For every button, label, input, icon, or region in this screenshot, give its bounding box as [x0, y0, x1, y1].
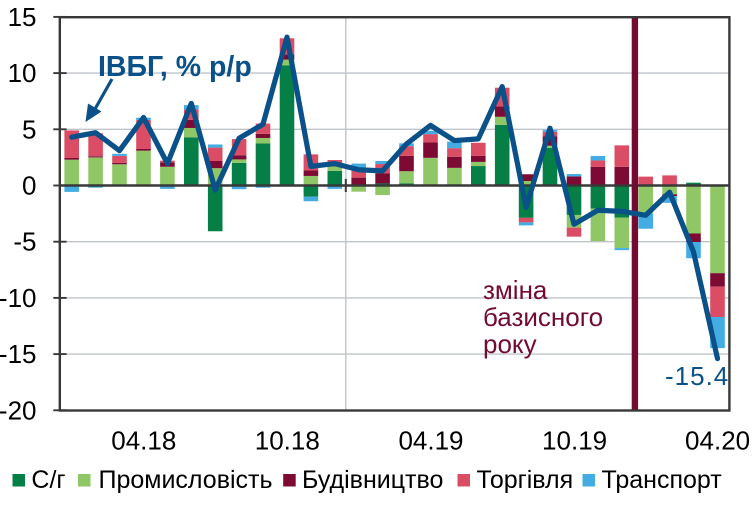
- svg-text:зміна: зміна: [483, 275, 548, 305]
- svg-text:базисного: базисного: [483, 302, 603, 332]
- svg-text:0: 0: [22, 171, 36, 201]
- svg-text:10.19: 10.19: [542, 426, 607, 456]
- svg-text:Промисловість: Промисловість: [99, 466, 273, 494]
- svg-text:С/г: С/г: [31, 466, 65, 494]
- svg-text:-10: -10: [0, 283, 37, 313]
- svg-text:Транспорт: Транспорт: [602, 466, 723, 494]
- svg-text:-15.4: -15.4: [665, 361, 729, 391]
- svg-text:5: 5: [22, 114, 36, 144]
- svg-text:15: 15: [8, 2, 37, 32]
- svg-text:року: року: [483, 329, 537, 359]
- svg-text:-5: -5: [13, 227, 36, 257]
- svg-text:ІВБГ, % р/р: ІВБГ, % р/р: [98, 51, 252, 83]
- svg-text:-15: -15: [0, 339, 37, 369]
- svg-text:Торгівля: Торгівля: [477, 466, 574, 494]
- svg-text:10.18: 10.18: [255, 426, 320, 456]
- svg-text:04.19: 04.19: [398, 426, 463, 456]
- svg-text:04.20: 04.20: [685, 426, 750, 456]
- svg-text:10: 10: [8, 58, 37, 88]
- svg-text:Будівництво: Будівництво: [302, 466, 443, 494]
- svg-text:-20: -20: [0, 395, 37, 425]
- svg-text:04.18: 04.18: [111, 426, 176, 456]
